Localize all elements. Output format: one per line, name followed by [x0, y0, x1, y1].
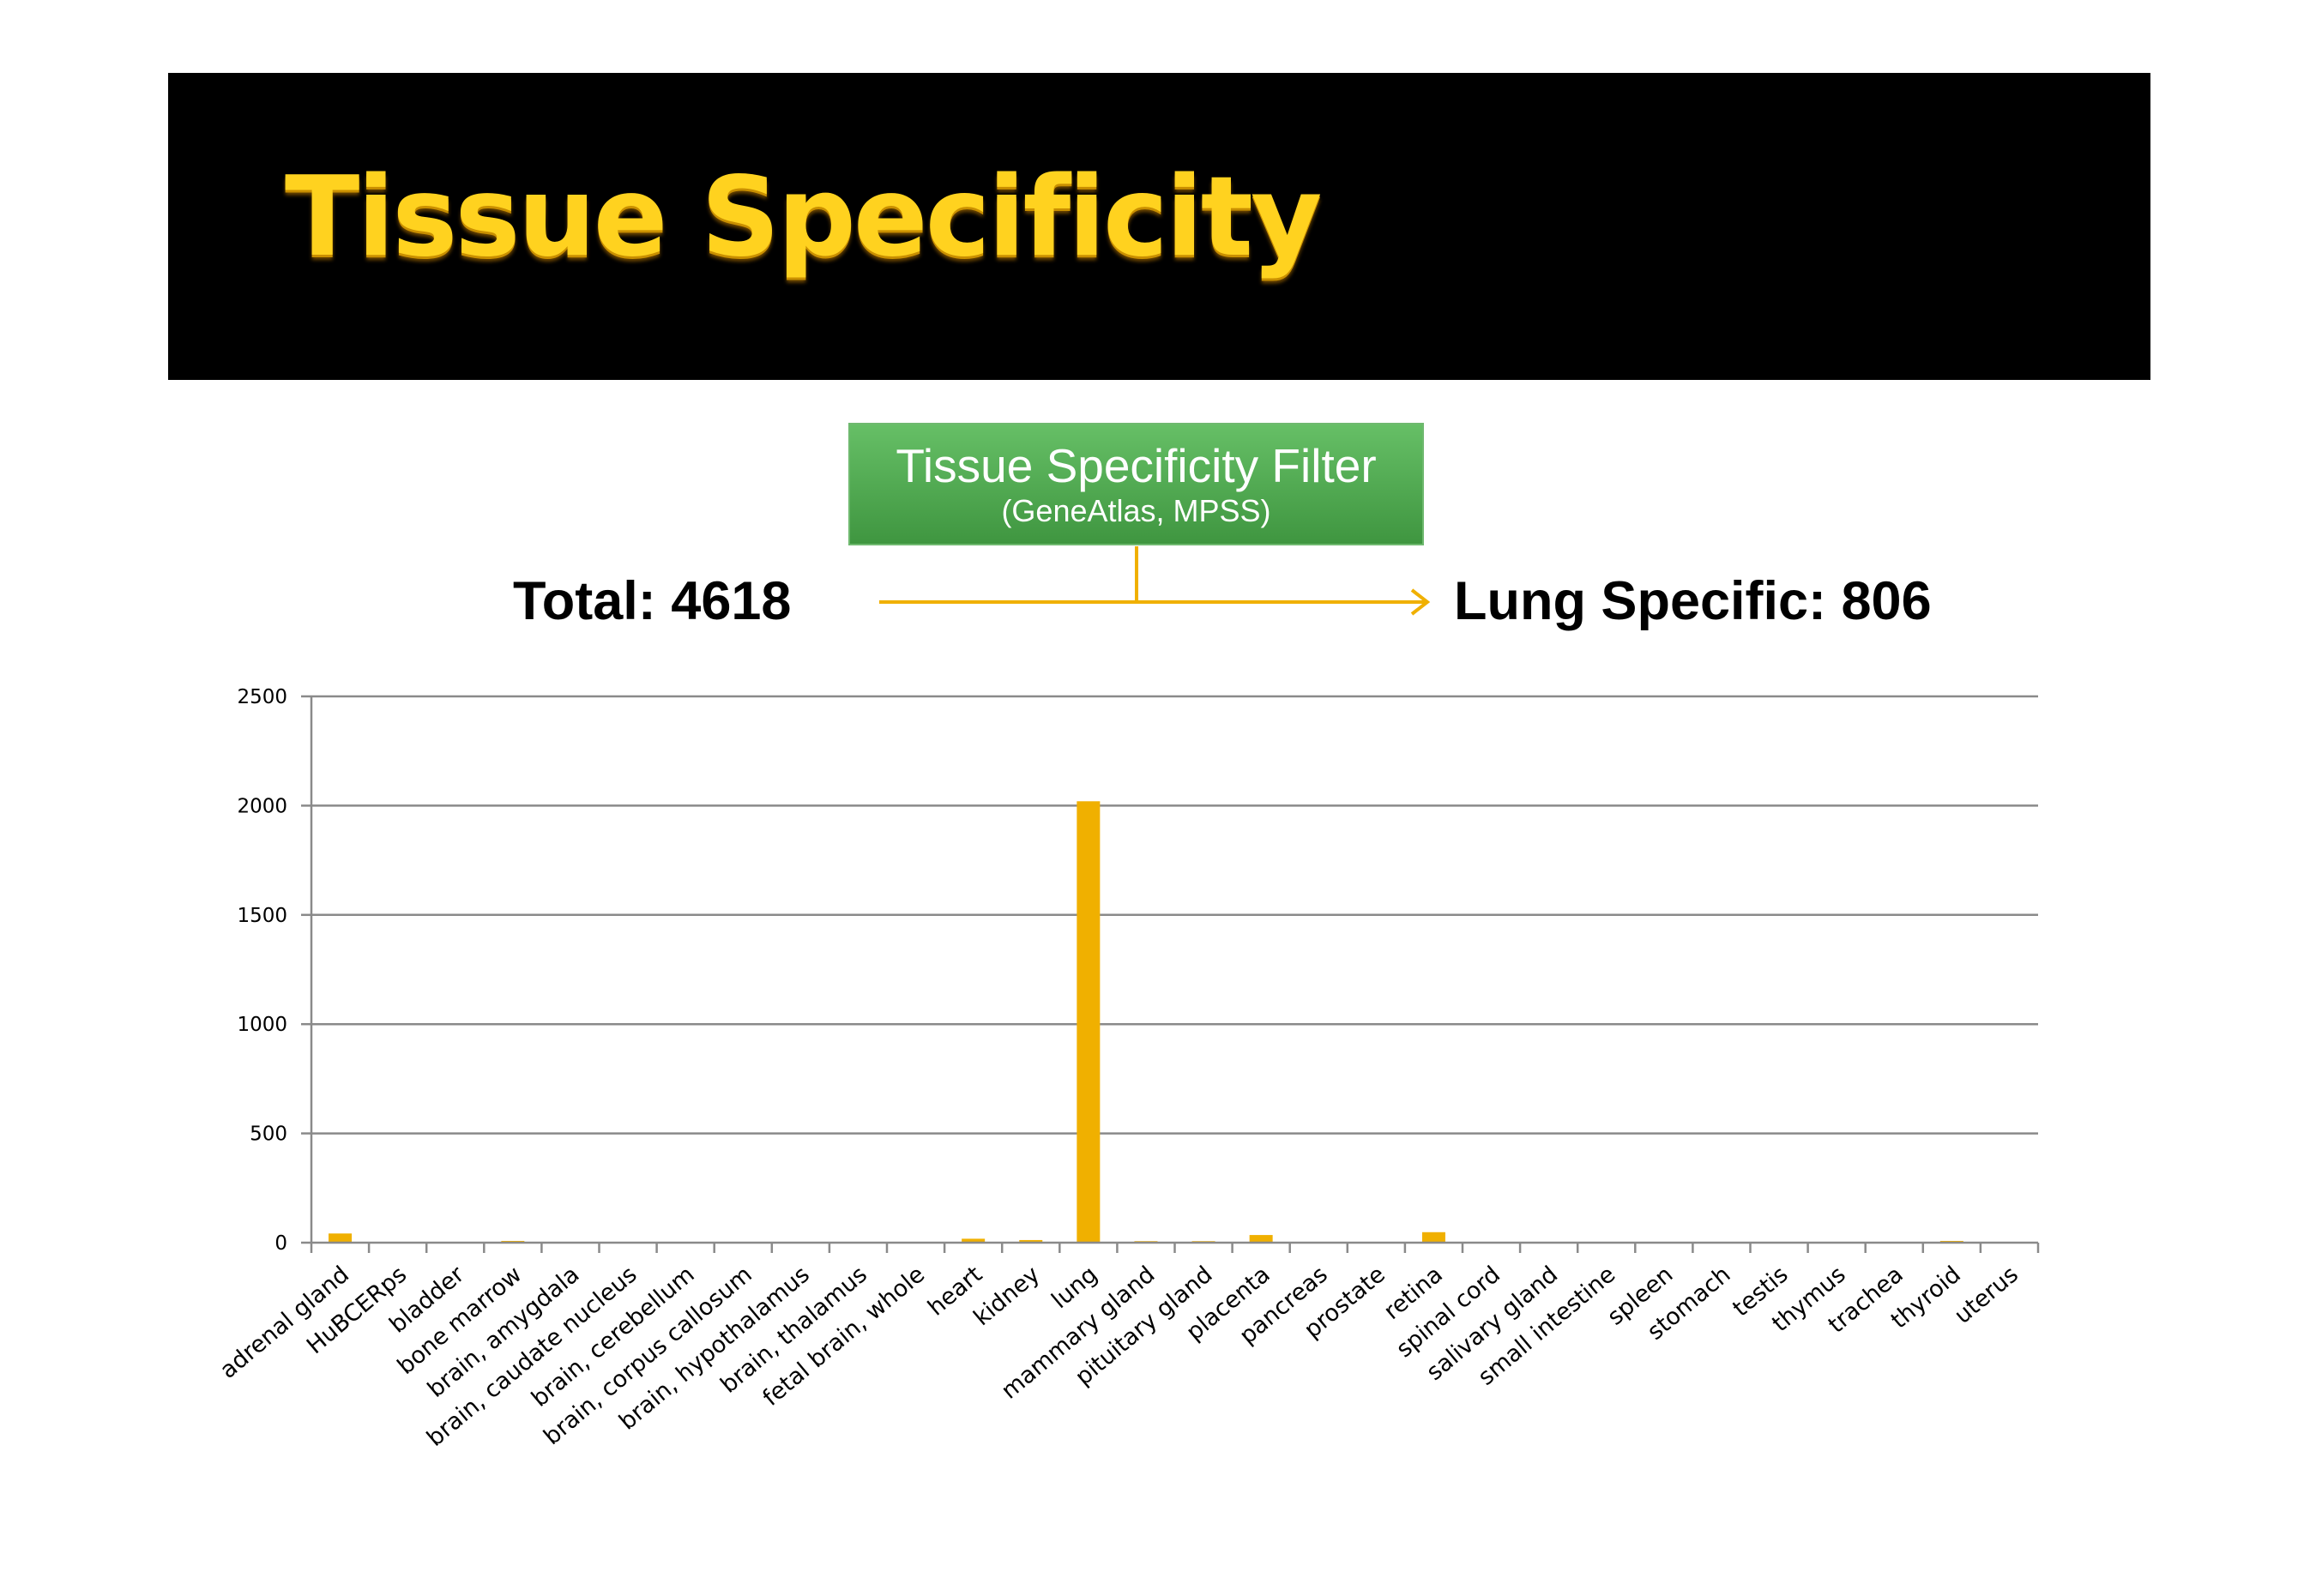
y-axis-tick-labels: 0 500 1000 1500 2000 2500	[237, 686, 287, 1255]
y-tick-label: 1000	[237, 1014, 287, 1036]
y-tick-label: 500	[250, 1123, 287, 1146]
slide-title: Tissue Specificity	[285, 154, 1322, 281]
filter-box: Tissue Specificity Filter (GeneAtlas, MP…	[848, 423, 1424, 545]
bar-heart	[962, 1238, 986, 1243]
y-tick-label: 0	[274, 1232, 287, 1255]
arrow-head-icon	[1410, 588, 1431, 616]
filter-title: Tissue Specificity Filter	[896, 439, 1377, 492]
chart-bars	[329, 801, 1963, 1243]
y-tick-label: 1500	[237, 905, 287, 927]
filter-subtitle: (GeneAtlas, MPSS)	[1001, 492, 1271, 528]
filter-connector	[879, 546, 1431, 616]
y-tick-label: 2500	[237, 686, 287, 708]
chart-axes	[310, 696, 2040, 1253]
bar-retina	[1421, 1232, 1445, 1243]
bar-lung	[1077, 801, 1101, 1243]
x-tick-label: uterus	[1950, 1262, 2024, 1329]
bar-placenta	[1249, 1235, 1273, 1243]
bar-adrenal-gland	[329, 1233, 353, 1243]
bar-kidney	[1019, 1239, 1043, 1243]
total-count-label: Total: 4618	[513, 571, 792, 631]
title-banner: Tissue Specificity	[168, 73, 2150, 380]
y-tick-label: 2000	[237, 795, 287, 817]
x-tick-label: kidney	[968, 1262, 1045, 1332]
chart-gridlines	[301, 695, 2038, 1244]
lung-specific-count-label: Lung Specific: 806	[1454, 571, 1932, 631]
